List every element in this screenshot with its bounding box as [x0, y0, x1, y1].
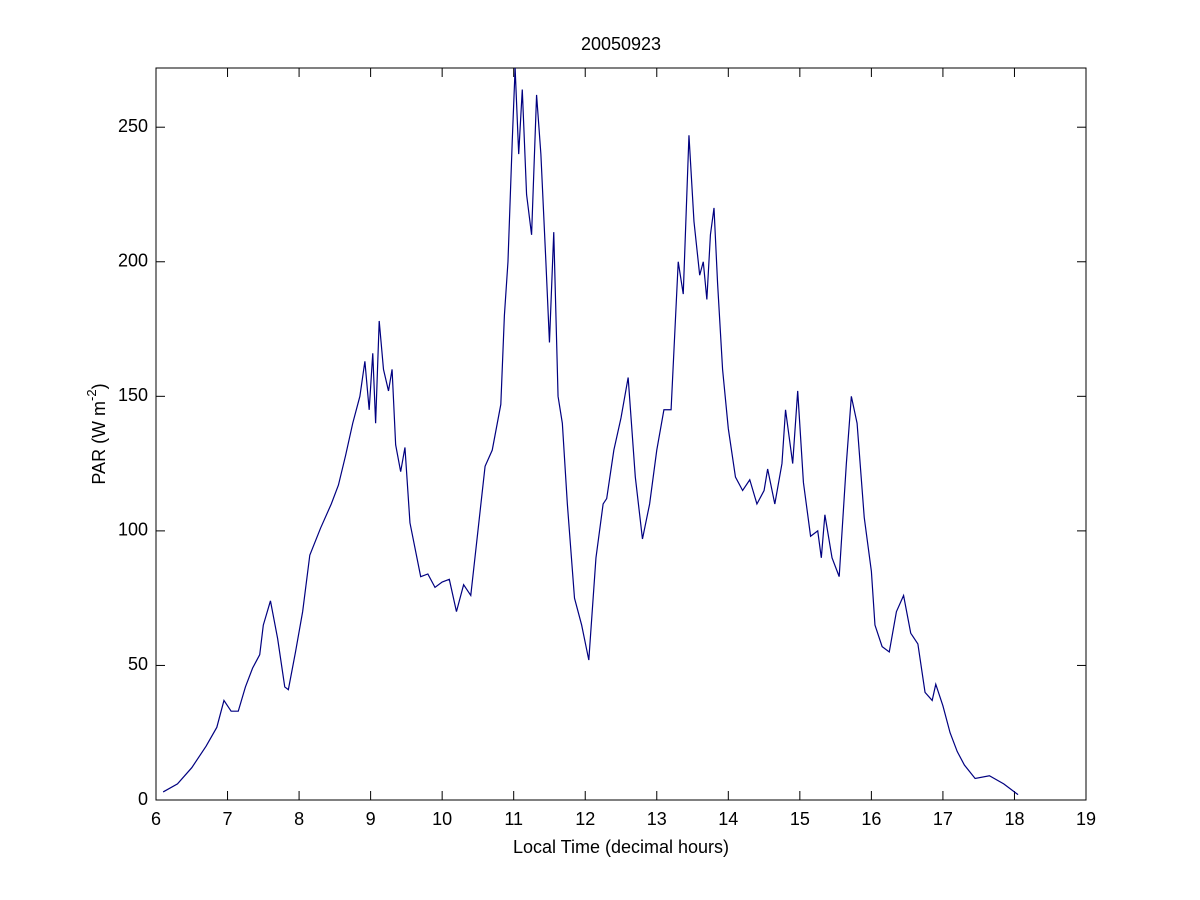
x-tick-label: 18 — [1004, 809, 1024, 829]
x-tick-label: 16 — [861, 809, 881, 829]
y-tick-label: 50 — [128, 654, 148, 674]
y-tick-label: 150 — [118, 385, 148, 405]
x-tick-label: 11 — [504, 809, 523, 829]
x-tick-label: 6 — [151, 809, 161, 829]
x-tick-label: 17 — [933, 809, 953, 829]
x-tick-label: 7 — [223, 809, 233, 829]
y-axis-label-sup: -2 — [84, 389, 99, 401]
y-tick-label: 250 — [118, 116, 148, 136]
x-tick-label: 15 — [790, 809, 810, 829]
x-axis-label: Local Time (decimal hours) — [513, 837, 729, 857]
y-axis-label: PAR (W m-2) — [84, 383, 108, 484]
plot-area — [155, 67, 1087, 801]
x-tick-label: 9 — [366, 809, 376, 829]
x-tick-label: 19 — [1076, 809, 1096, 829]
x-tick-label: 12 — [575, 809, 595, 829]
chart-title: 20050923 — [581, 34, 661, 54]
y-tick-label: 100 — [118, 520, 148, 540]
y-axis-label-tail: ) — [89, 383, 109, 389]
x-tick-label: 14 — [718, 809, 738, 829]
data-line — [162, 67, 1019, 796]
x-tick-label: 13 — [647, 809, 667, 829]
x-tick-label: 10 — [432, 809, 452, 829]
y-tick-label: 200 — [118, 251, 148, 271]
y-axis-label-text: PAR (W m — [89, 401, 109, 485]
y-tick-label: 0 — [138, 789, 148, 809]
x-tick-label: 8 — [294, 809, 304, 829]
